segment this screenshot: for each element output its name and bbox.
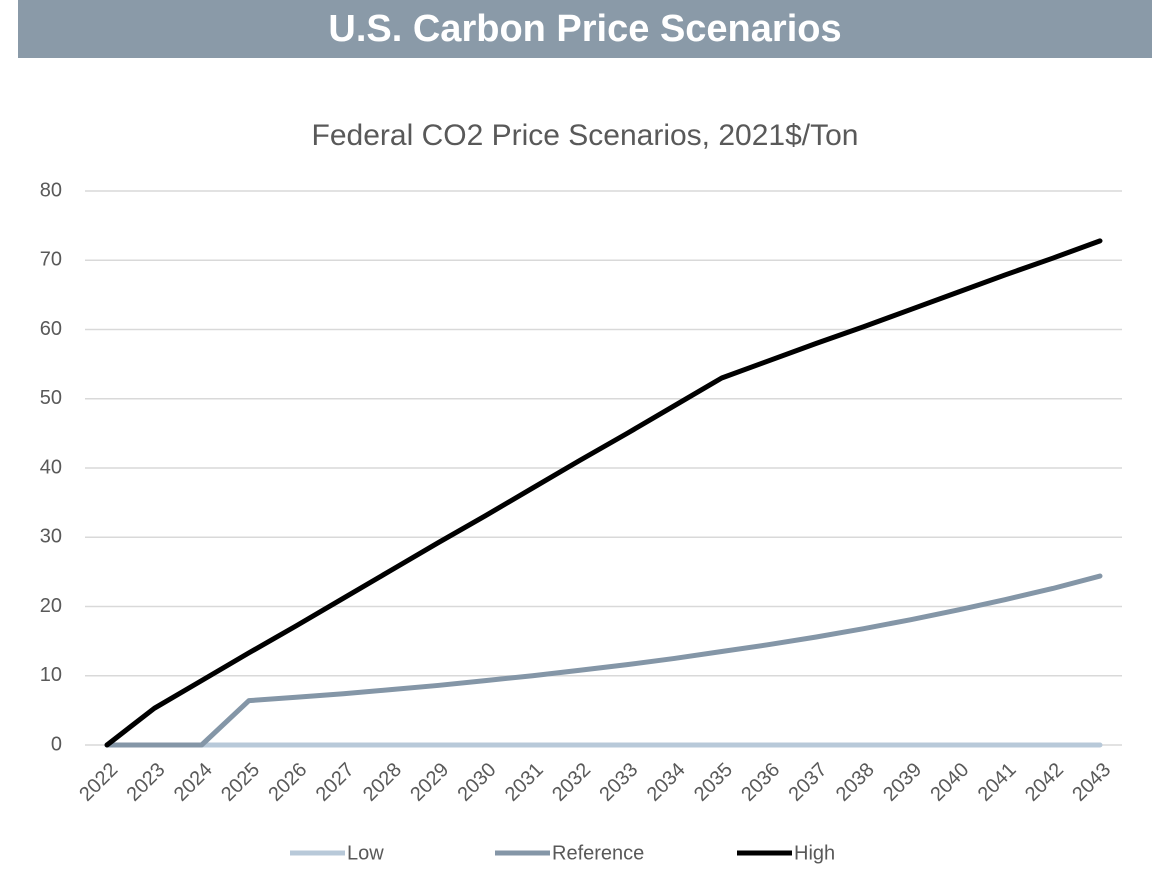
x-tick-label: 2024 xyxy=(170,759,217,806)
y-tick-label: 20 xyxy=(40,595,62,617)
x-tick-label: 2025 xyxy=(217,759,264,806)
x-tick-label: 2022 xyxy=(75,759,122,806)
x-tick-label: 2040 xyxy=(926,759,973,806)
y-tick-label: 60 xyxy=(40,318,62,340)
y-tick-label: 40 xyxy=(40,456,62,478)
legend-label: Low xyxy=(347,842,384,864)
x-tick-label: 2036 xyxy=(737,759,784,806)
chart-title: Federal CO2 Price Scenarios, 2021$/Ton xyxy=(312,119,859,152)
x-tick-label: 2035 xyxy=(690,759,737,806)
series-line xyxy=(104,573,1103,748)
legend-label: Reference xyxy=(552,842,644,864)
x-tick-label: 2034 xyxy=(643,759,690,806)
y-tick-label: 50 xyxy=(40,387,62,409)
x-tick-label: 2027 xyxy=(312,759,359,806)
y-tick-label: 30 xyxy=(40,526,62,548)
y-tick-label: 0 xyxy=(51,733,62,755)
x-tick-label: 2032 xyxy=(548,759,595,806)
x-tick-label: 2026 xyxy=(264,759,311,806)
y-tick-label: 70 xyxy=(40,249,62,271)
x-tick-label: 2041 xyxy=(974,759,1021,806)
banner-title: U.S. Carbon Price Scenarios xyxy=(328,8,841,50)
x-tick-label: 2030 xyxy=(454,759,501,806)
x-tick-label: 2033 xyxy=(595,759,642,806)
series-line xyxy=(104,238,1103,748)
y-tick-label: 10 xyxy=(40,664,62,686)
x-tick-label: 2029 xyxy=(406,759,453,806)
legend-label: High xyxy=(794,842,835,864)
x-tick-label: 2039 xyxy=(879,759,926,806)
x-tick-label: 2042 xyxy=(1021,759,1068,806)
x-tick-label: 2037 xyxy=(785,759,832,806)
x-tick-label: 2028 xyxy=(359,759,406,806)
x-tick-label: 2031 xyxy=(501,759,548,806)
x-tick-label: 2043 xyxy=(1068,759,1115,806)
y-tick-label: 80 xyxy=(40,179,62,201)
x-tick-label: 2023 xyxy=(123,759,170,806)
x-tick-label: 2038 xyxy=(832,759,879,806)
banner-bg xyxy=(18,0,1152,58)
